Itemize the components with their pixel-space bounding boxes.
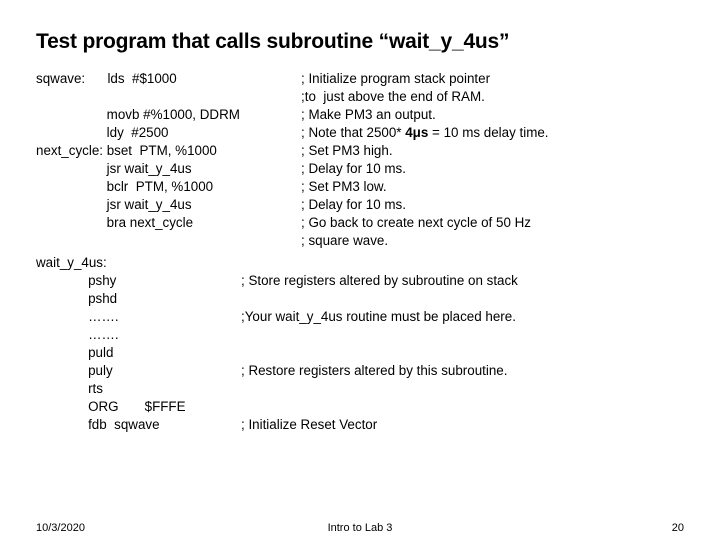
code-line: jsr wait_y_4us ; Delay for 10 ms.	[36, 160, 684, 178]
code-comment: ; Initialize program stack pointer	[301, 70, 490, 88]
footer-page: 20	[672, 522, 684, 534]
code-comment: ; Initialize Reset Vector	[241, 416, 377, 434]
code-instruction: …….	[36, 309, 119, 324]
code-line: pshd	[36, 290, 684, 308]
code-line: wait_y_4us:	[36, 254, 684, 272]
code-comment: ; Restore registers altered by this subr…	[241, 362, 507, 380]
slide-title: Test program that calls subroutine “wait…	[36, 30, 684, 54]
code-line: ORG $FFFE	[36, 398, 684, 416]
code-comment: ;Your wait_y_4us routine must be placed …	[241, 308, 516, 326]
code-instruction: jsr wait_y_4us	[36, 197, 192, 212]
code-instruction: bclr PTM, %1000	[36, 179, 213, 194]
code-instruction: bra next_cycle	[36, 215, 193, 230]
code-instruction: fdb sqwave	[36, 417, 160, 432]
slide: Test program that calls subroutine “wait…	[0, 0, 720, 540]
code-line: sqwave: lds #$1000 ; Initialize program s…	[36, 70, 684, 88]
code-line: jsr wait_y_4us ; Delay for 10 ms.	[36, 196, 684, 214]
code-line: ; square wave.	[36, 232, 684, 250]
code-block-2: wait_y_4us: pshy ; Store registers altere…	[36, 254, 684, 434]
code-line: pshy ; Store registers altered by subrout…	[36, 272, 684, 290]
code-instruction: puld	[36, 345, 113, 360]
code-line: rts	[36, 380, 684, 398]
code-comment: ;to just above the end of RAM.	[301, 88, 485, 106]
code-comment: ; Go back to create next cycle of 50 Hz	[301, 214, 531, 232]
code-line: next_cycle: bset PTM, %1000 ; Set PM3 hig…	[36, 142, 684, 160]
code-instruction: ldy #2500	[36, 125, 168, 140]
code-instruction: next_cycle: bset PTM, %1000	[36, 143, 217, 158]
code-block-1: sqwave: lds #$1000 ; Initialize program s…	[36, 70, 684, 250]
code-comment: ; Delay for 10 ms.	[301, 196, 406, 214]
code-comment: ; Delay for 10 ms.	[301, 160, 406, 178]
code-comment: ; square wave.	[301, 232, 388, 250]
code-line: puly ; Restore registers altered by this …	[36, 362, 684, 380]
footer-title: Intro to Lab 3	[0, 522, 720, 534]
code-line: …….	[36, 326, 684, 344]
code-line: ……. ;Your wait_y_4us routine must be plac…	[36, 308, 684, 326]
code-line: ldy #2500 ; Note that 2500* 4μs = 10 ms d…	[36, 124, 684, 142]
code-line: fdb sqwave ; Initialize Reset Vector	[36, 416, 684, 434]
code-instruction: pshy	[36, 273, 116, 288]
code-line: bclr PTM, %1000 ; Set PM3 low.	[36, 178, 684, 196]
code-comment: ; Make PM3 an output.	[301, 106, 436, 124]
code-line: ;to just above the end of RAM.	[36, 88, 684, 106]
code-instruction: ORG $FFFE	[36, 399, 186, 414]
code-line: movb #%1000, DDRM ; Make PM3 an output.	[36, 106, 684, 124]
code-instruction: wait_y_4us:	[36, 255, 107, 270]
code-comment: ; Note that 2500* 4μs = 10 ms delay time…	[301, 124, 549, 142]
code-comment: ; Store registers altered by subroutine …	[241, 272, 518, 290]
code-instruction: pshd	[36, 291, 117, 306]
code-line: puld	[36, 344, 684, 362]
code-instruction: …….	[36, 327, 119, 342]
code-instruction: movb #%1000, DDRM	[36, 107, 240, 122]
code-instruction: jsr wait_y_4us	[36, 161, 192, 176]
code-instruction: sqwave: lds #$1000	[36, 71, 177, 86]
code-instruction: rts	[36, 381, 103, 396]
code-line: bra next_cycle ; Go back to create next c…	[36, 214, 684, 232]
code-instruction: puly	[36, 363, 113, 378]
code-comment: ; Set PM3 low.	[301, 178, 387, 196]
code-comment: ; Set PM3 high.	[301, 142, 393, 160]
